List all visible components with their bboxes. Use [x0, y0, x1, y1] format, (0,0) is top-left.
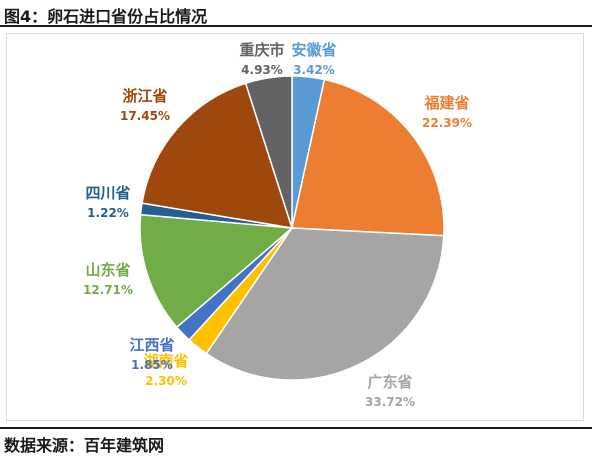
source-rule: [0, 427, 592, 429]
slice-value-3: 2.30%: [145, 374, 187, 388]
pie-slice-7: [141, 82, 294, 229]
slice-value-0: 3.42%: [293, 63, 335, 77]
pie-slice-1: [291, 78, 445, 237]
data-source: 数据来源：百年建筑网: [4, 436, 165, 455]
slice-label-5: 山东省: [85, 261, 130, 279]
slice-label-4: 江西省: [129, 336, 174, 354]
slice-value-2: 33.72%: [365, 395, 415, 409]
slice-label-3: 湖南省: [143, 352, 188, 370]
pie-slice-8: [244, 75, 293, 229]
slice-label-0: 安徽省: [291, 41, 336, 59]
slice-value-5: 12.71%: [83, 283, 133, 297]
slice-label-6: 四川省: [85, 184, 130, 202]
slice-value-7: 17.45%: [120, 109, 170, 123]
slice-value-1: 22.39%: [422, 116, 472, 130]
pie-slices: [139, 75, 445, 381]
slice-value-6: 1.22%: [87, 206, 129, 220]
slice-label-2: 广东省: [367, 373, 412, 391]
slice-label-8: 重庆市: [239, 41, 284, 59]
chart-frame: [6, 33, 584, 421]
pie-labels: 安徽省 3.42% 福建省 22.39% 广东省 33.72% 湖南省 2.30% 江西省 1.8…: [83, 41, 472, 409]
slice-label-1: 福建省: [423, 94, 469, 112]
pie-slice-2: [205, 227, 445, 381]
title-rule: [0, 25, 592, 27]
pie-slice-5: [139, 213, 294, 329]
slice-value-8: 4.93%: [241, 63, 283, 77]
figure-title: 图4：卵石进口省份占比情况: [4, 7, 208, 26]
slice-label-7: 浙江省: [122, 87, 167, 105]
slice-value-4: 1.85%: [131, 358, 173, 372]
